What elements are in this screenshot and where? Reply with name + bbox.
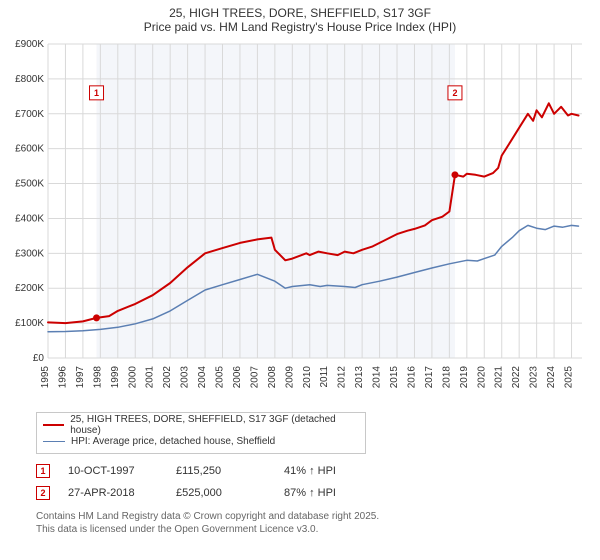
svg-text:£100K: £100K: [15, 318, 44, 329]
svg-text:£800K: £800K: [15, 74, 44, 85]
svg-text:£200K: £200K: [15, 283, 44, 294]
footer-line2: This data is licensed under the Open Gov…: [36, 523, 592, 536]
svg-text:2009: 2009: [284, 366, 295, 389]
chart-title-line2: Price paid vs. HM Land Registry's House …: [8, 20, 592, 34]
svg-text:2005: 2005: [215, 366, 226, 389]
svg-text:£400K: £400K: [15, 213, 44, 224]
svg-text:£300K: £300K: [15, 248, 44, 259]
sale-annotations: 1 10-OCT-1997 £115,250 41% ↑ HPI 2 27-AP…: [36, 460, 592, 504]
legend-label-1: 25, HIGH TREES, DORE, SHEFFIELD, S17 3GF…: [70, 414, 359, 436]
svg-text:1998: 1998: [92, 366, 103, 389]
svg-text:2006: 2006: [232, 366, 243, 389]
svg-text:£600K: £600K: [15, 144, 44, 155]
svg-text:2: 2: [452, 88, 457, 98]
svg-text:2016: 2016: [406, 366, 417, 389]
legend-swatch-2: [43, 441, 65, 442]
sale-row-1: 1 10-OCT-1997 £115,250 41% ↑ HPI: [36, 460, 592, 482]
sale-date-1: 10-OCT-1997: [68, 465, 158, 477]
sale-price-2: £525,000: [176, 487, 266, 499]
chart-svg: £0 £100K £200K £300K £400K £500K £600K £700K £80…: [8, 38, 592, 408]
legend: 25, HIGH TREES, DORE, SHEFFIELD, S17 3GF…: [36, 412, 366, 454]
svg-text:2008: 2008: [267, 366, 278, 389]
svg-text:1: 1: [94, 88, 99, 98]
svg-text:2023: 2023: [529, 366, 540, 389]
sale-row-2: 2 27-APR-2018 £525,000 87% ↑ HPI: [36, 482, 592, 504]
svg-text:2003: 2003: [180, 366, 191, 389]
svg-text:£700K: £700K: [15, 109, 44, 120]
svg-text:2021: 2021: [494, 366, 505, 389]
svg-text:2004: 2004: [197, 366, 208, 389]
svg-text:1996: 1996: [57, 366, 68, 389]
svg-text:£0: £0: [33, 353, 45, 364]
sale-pct-1: 41% ↑ HPI: [284, 465, 374, 477]
svg-text:2019: 2019: [459, 366, 470, 389]
sale-marker-1: 1: [36, 464, 50, 478]
svg-text:2002: 2002: [162, 366, 173, 389]
legend-swatch-1: [43, 424, 64, 426]
footer-line1: Contains HM Land Registry data © Crown c…: [36, 510, 592, 523]
chart-title-line1: 25, HIGH TREES, DORE, SHEFFIELD, S17 3GF: [8, 6, 592, 20]
svg-text:2014: 2014: [372, 366, 383, 389]
svg-text:£500K: £500K: [15, 179, 44, 190]
svg-text:2000: 2000: [127, 366, 138, 389]
svg-text:1997: 1997: [75, 366, 86, 389]
svg-text:2010: 2010: [302, 366, 313, 389]
svg-text:2020: 2020: [476, 366, 487, 389]
svg-text:2022: 2022: [511, 366, 522, 389]
svg-text:2012: 2012: [337, 366, 348, 389]
svg-text:2011: 2011: [319, 366, 330, 388]
svg-text:1999: 1999: [110, 366, 121, 389]
sale-marker-2: 2: [36, 486, 50, 500]
footer-attribution: Contains HM Land Registry data © Crown c…: [36, 510, 592, 536]
svg-text:2025: 2025: [564, 366, 575, 389]
svg-text:2001: 2001: [145, 366, 156, 389]
svg-text:2017: 2017: [424, 366, 435, 389]
chart-area: £0 £100K £200K £300K £400K £500K £600K £700K £80…: [8, 38, 592, 408]
svg-text:2015: 2015: [389, 366, 400, 389]
svg-text:£900K: £900K: [15, 39, 44, 50]
legend-item-price-paid: 25, HIGH TREES, DORE, SHEFFIELD, S17 3GF…: [43, 417, 359, 433]
svg-text:2018: 2018: [441, 366, 452, 389]
svg-text:2007: 2007: [249, 366, 260, 389]
svg-text:2013: 2013: [354, 366, 365, 389]
sale-price-1: £115,250: [176, 465, 266, 477]
svg-text:1995: 1995: [40, 366, 51, 389]
chart-title-block: 25, HIGH TREES, DORE, SHEFFIELD, S17 3GF…: [8, 6, 592, 34]
legend-label-2: HPI: Average price, detached house, Shef…: [71, 436, 275, 447]
sale-pct-2: 87% ↑ HPI: [284, 487, 374, 499]
svg-text:2024: 2024: [546, 366, 557, 389]
sale-date-2: 27-APR-2018: [68, 487, 158, 499]
